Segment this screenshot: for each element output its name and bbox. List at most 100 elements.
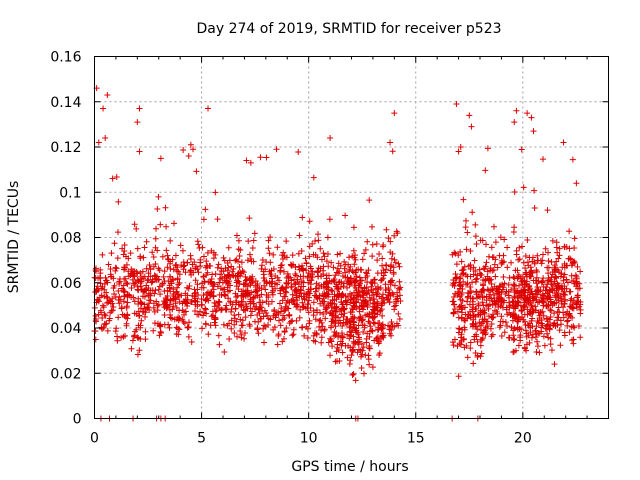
data-point bbox=[475, 311, 482, 318]
data-point bbox=[300, 279, 307, 286]
data-point bbox=[222, 265, 229, 272]
data-point bbox=[186, 268, 193, 275]
data-point bbox=[530, 331, 537, 338]
data-point bbox=[321, 326, 328, 333]
data-point bbox=[362, 312, 369, 319]
data-point bbox=[457, 144, 464, 150]
data-point bbox=[320, 310, 327, 317]
data-point bbox=[463, 342, 470, 349]
data-point bbox=[334, 358, 341, 365]
data-point bbox=[351, 261, 358, 268]
data-point bbox=[324, 251, 331, 258]
data-point bbox=[458, 306, 465, 313]
data-point bbox=[356, 274, 363, 281]
data-point bbox=[358, 299, 365, 306]
data-point bbox=[533, 268, 540, 275]
data-point bbox=[465, 311, 472, 318]
data-point bbox=[167, 311, 174, 318]
data-point bbox=[116, 275, 123, 282]
data-point bbox=[512, 315, 519, 322]
data-point bbox=[395, 310, 402, 317]
data-point bbox=[249, 308, 256, 315]
data-point bbox=[350, 333, 357, 340]
data-point bbox=[476, 266, 483, 273]
data-point bbox=[461, 324, 468, 331]
data-point bbox=[247, 282, 254, 289]
data-point bbox=[495, 304, 502, 311]
data-point bbox=[554, 317, 561, 324]
data-point bbox=[347, 357, 354, 364]
data-point bbox=[325, 286, 332, 293]
data-point bbox=[235, 237, 242, 244]
data-point bbox=[366, 197, 373, 204]
data-point bbox=[495, 286, 502, 293]
data-point bbox=[551, 320, 558, 327]
data-point bbox=[192, 308, 199, 315]
data-point bbox=[492, 307, 499, 314]
data-point bbox=[306, 294, 313, 301]
data-point bbox=[450, 310, 457, 317]
data-point bbox=[137, 324, 144, 331]
data-point bbox=[310, 307, 317, 314]
data-point bbox=[225, 244, 232, 251]
data-point bbox=[268, 280, 275, 287]
data-point bbox=[544, 321, 551, 328]
data-point bbox=[118, 305, 125, 312]
data-point bbox=[388, 263, 395, 270]
data-point bbox=[329, 288, 336, 295]
data-point bbox=[195, 241, 202, 248]
data-point bbox=[538, 324, 545, 331]
data-point bbox=[458, 258, 465, 265]
data-point bbox=[461, 316, 468, 323]
data-point bbox=[115, 229, 122, 236]
data-point bbox=[548, 307, 555, 314]
data-point bbox=[462, 317, 469, 324]
data-point bbox=[339, 334, 346, 341]
data-point bbox=[94, 283, 101, 290]
data-point bbox=[321, 253, 328, 260]
data-point bbox=[357, 313, 364, 320]
data-point bbox=[211, 314, 218, 321]
data-point bbox=[178, 262, 185, 269]
data-point bbox=[121, 247, 128, 254]
data-point bbox=[551, 262, 558, 269]
data-point bbox=[396, 263, 403, 270]
data-point bbox=[156, 267, 163, 274]
data-point bbox=[472, 268, 479, 275]
data-point bbox=[502, 319, 509, 326]
data-point bbox=[455, 148, 462, 155]
data-point bbox=[502, 291, 509, 298]
y-tick-label: 0.16 bbox=[50, 50, 81, 66]
data-point bbox=[359, 321, 366, 328]
data-point bbox=[102, 312, 109, 319]
data-point bbox=[353, 304, 360, 311]
data-point bbox=[316, 323, 323, 330]
data-point bbox=[187, 141, 194, 148]
data-point bbox=[504, 244, 511, 251]
data-point bbox=[306, 320, 313, 327]
data-point bbox=[104, 327, 111, 334]
data-point bbox=[134, 119, 141, 126]
data-point bbox=[106, 315, 113, 322]
data-point bbox=[299, 265, 306, 272]
data-point bbox=[371, 304, 378, 311]
data-point bbox=[539, 298, 546, 305]
data-point bbox=[370, 276, 377, 283]
data-point bbox=[182, 290, 189, 297]
data-point bbox=[288, 262, 295, 269]
data-point bbox=[122, 332, 129, 339]
data-point bbox=[132, 279, 139, 286]
data-point bbox=[344, 284, 351, 291]
data-point bbox=[163, 247, 170, 254]
data-point bbox=[188, 339, 195, 346]
data-point bbox=[250, 237, 257, 244]
data-point bbox=[107, 309, 114, 316]
data-point bbox=[243, 277, 250, 284]
data-point bbox=[189, 261, 196, 268]
data-point bbox=[463, 246, 470, 253]
data-point bbox=[538, 309, 545, 316]
data-point bbox=[566, 228, 573, 235]
data-point bbox=[547, 314, 554, 321]
data-point bbox=[226, 271, 233, 278]
data-point bbox=[366, 361, 373, 368]
